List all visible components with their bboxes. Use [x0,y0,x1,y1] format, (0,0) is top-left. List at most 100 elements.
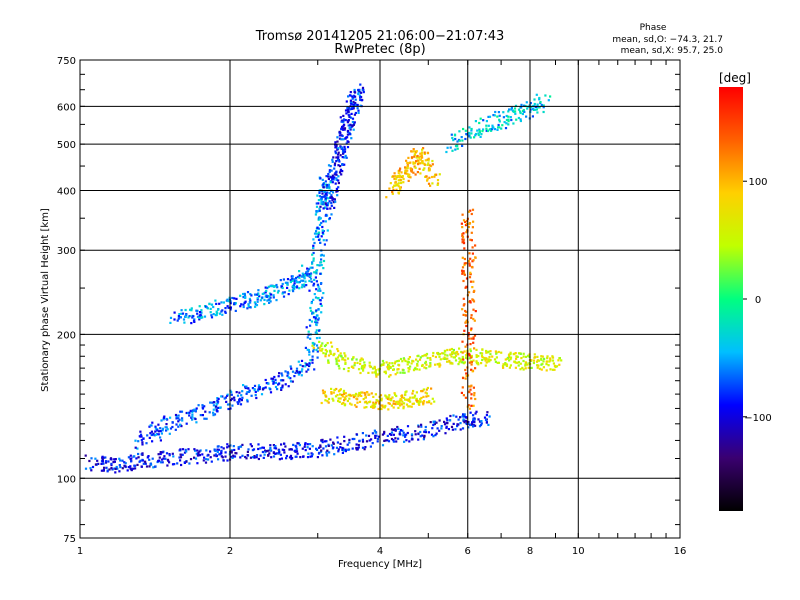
data-point [255,304,259,307]
data-point [401,400,404,403]
data-point [271,284,274,288]
data-point [257,292,260,295]
data-point [427,159,430,162]
data-point [280,372,283,375]
data-point [536,355,539,358]
data-point [458,139,461,142]
data-point [363,406,366,409]
data-point [375,401,378,404]
data-point [332,177,335,180]
data-point [180,312,183,315]
data-point [177,425,180,428]
data-point [312,259,315,262]
data-point [179,459,182,462]
data-point [340,146,343,149]
data-point [274,378,277,381]
plot-grid [80,60,680,538]
data-point [253,384,257,387]
data-point [335,190,338,193]
data-point [469,300,472,303]
data-point [179,316,182,319]
data-point [474,120,477,123]
data-point [557,359,560,362]
data-point [446,357,449,360]
data-point [175,415,178,418]
data-point [330,392,333,395]
data-point [388,398,391,401]
data-point [161,451,164,454]
data-point [342,449,345,452]
data-point [168,432,171,435]
data-point [425,363,428,366]
y-tick-label: 100 [57,474,76,485]
data-point [472,308,475,311]
data-point [233,399,236,402]
data-point [386,439,389,442]
data-point [307,452,310,455]
data-point [182,318,186,321]
data-point [347,448,351,451]
data-point [530,366,533,369]
data-point [533,98,536,101]
data-point [428,169,431,172]
data-point [343,352,346,355]
data-point [181,312,185,315]
data-point [289,448,292,451]
data-point [416,171,419,174]
data-point [115,465,118,469]
data-point [395,440,398,443]
data-point [409,400,412,403]
data-point [338,171,342,174]
data-point [266,295,269,298]
data-point [508,356,511,359]
data-point [465,222,468,225]
data-point [339,145,342,148]
data-point [402,177,405,181]
data-point [318,223,322,226]
data-point [314,296,318,299]
data-point [500,127,503,130]
data-point [514,110,517,113]
data-point [114,458,117,461]
data-point [324,399,327,402]
data-point [209,311,212,314]
data-point [394,373,397,376]
data-point [287,376,290,379]
data-point [266,286,269,290]
data-point [331,178,334,181]
data-point [193,448,196,451]
data-point [410,169,413,172]
data-point [204,410,207,413]
data-point [473,334,477,337]
data-point [471,252,474,255]
data-point [306,348,309,351]
data-point [308,362,311,365]
data-point [488,360,491,363]
data-point [432,351,435,355]
data-point [232,396,236,399]
data-point [369,445,372,448]
data-point [504,358,507,361]
data-point [114,471,117,474]
data-point [293,285,296,289]
data-point [281,386,284,389]
data-point [341,446,344,450]
data-point [330,194,333,197]
data-point [145,442,148,445]
data-point [348,94,352,97]
data-point [443,420,446,423]
data-point [175,417,178,420]
data-point [313,232,317,235]
data-point [272,294,275,297]
data-point [195,421,198,424]
data-point [204,461,208,464]
data-point [313,241,316,245]
data-point [179,453,182,456]
data-point [487,350,490,353]
data-point [345,112,348,115]
data-point [151,421,154,424]
data-point [352,394,355,397]
data-point [354,95,357,98]
data-point [512,110,515,113]
data-point [139,435,142,438]
